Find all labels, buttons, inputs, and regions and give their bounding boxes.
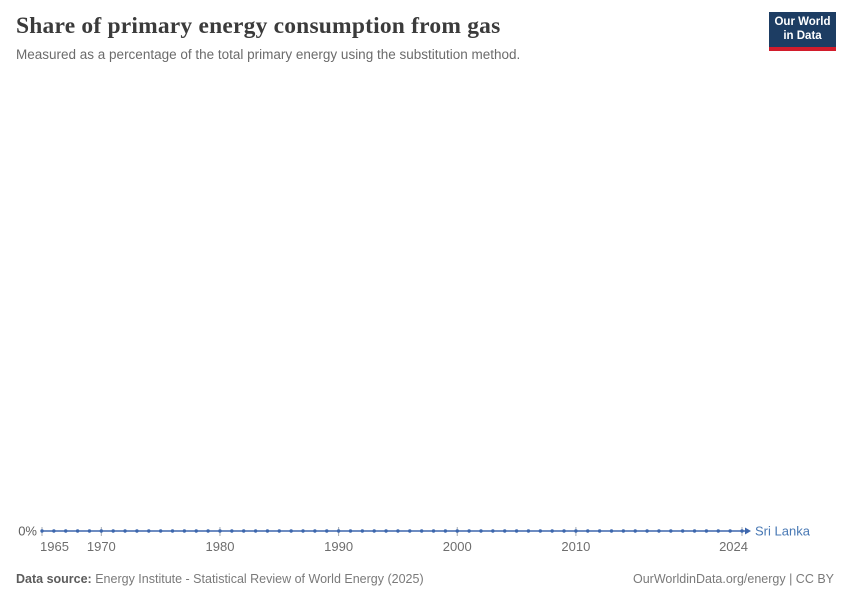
data-point[interactable] — [241, 529, 246, 533]
data-point[interactable] — [135, 529, 139, 533]
data-point[interactable] — [586, 529, 590, 533]
data-point[interactable] — [64, 529, 68, 533]
data-point[interactable] — [75, 529, 80, 533]
data-point[interactable] — [562, 529, 566, 533]
data-point[interactable] — [503, 529, 507, 533]
owid-logo-line2: in Data — [783, 29, 822, 42]
data-point[interactable] — [360, 529, 365, 533]
data-point[interactable] — [123, 529, 127, 533]
data-point[interactable] — [218, 529, 222, 533]
line-end-arrow-icon — [745, 527, 751, 535]
data-point[interactable] — [704, 529, 709, 533]
data-point[interactable] — [431, 529, 436, 533]
data-point[interactable] — [348, 529, 353, 533]
data-point[interactable] — [574, 529, 578, 533]
data-point[interactable] — [633, 529, 637, 533]
data-point[interactable] — [111, 529, 115, 533]
data-point[interactable] — [680, 529, 685, 533]
data-point[interactable] — [479, 529, 483, 533]
x-axis-label: 1980 — [206, 539, 235, 554]
data-point[interactable] — [289, 529, 293, 533]
page-title: Share of primary energy consumption from… — [16, 13, 501, 39]
data-point[interactable] — [728, 529, 732, 533]
data-point[interactable] — [467, 529, 471, 533]
data-point[interactable] — [538, 529, 543, 533]
data-point[interactable] — [491, 529, 495, 533]
data-point[interactable] — [206, 529, 210, 533]
data-point[interactable] — [265, 529, 270, 533]
data-point[interactable] — [419, 529, 424, 533]
owid-logo[interactable]: Our World in Data — [769, 12, 836, 51]
x-axis-label: 1990 — [324, 539, 353, 554]
data-point[interactable] — [609, 529, 614, 533]
data-point[interactable] — [182, 529, 187, 533]
chart-header: Share of primary energy consumption from… — [16, 10, 750, 64]
data-point[interactable] — [40, 529, 44, 533]
datasource-line[interactable]: Data source: Energy Institute - Statisti… — [16, 571, 424, 587]
data-point[interactable] — [396, 529, 400, 533]
data-point[interactable] — [230, 529, 234, 533]
data-point[interactable] — [621, 529, 626, 533]
x-axis-label: 2024 — [719, 539, 748, 554]
chart-footer: Data source: Energy Institute - Statisti… — [16, 571, 834, 587]
datasource-label: Data source: — [16, 572, 92, 586]
data-point[interactable] — [313, 529, 317, 533]
data-point[interactable] — [372, 529, 376, 533]
data-point[interactable] — [384, 529, 388, 533]
data-point[interactable] — [550, 529, 554, 533]
data-point[interactable] — [514, 529, 519, 533]
data-point[interactable] — [301, 529, 305, 533]
data-point[interactable] — [645, 529, 649, 533]
data-point[interactable] — [253, 529, 258, 533]
data-point[interactable] — [716, 529, 720, 533]
x-axis-label: 1970 — [87, 539, 116, 554]
data-point[interactable] — [99, 529, 104, 533]
x-axis-label: 2000 — [443, 539, 472, 554]
data-point[interactable] — [408, 529, 412, 533]
credit-link[interactable]: OurWorldinData.org/energy | CC BY — [632, 572, 834, 586]
y-axis-label: 0% — [18, 524, 37, 539]
line-chart-svg[interactable]: 1965 1970 1980 1990 2000 2010 2024 0% Sri Lanka — [0, 500, 850, 562]
data-point[interactable] — [740, 529, 744, 533]
data-point[interactable] — [170, 529, 175, 533]
data-point[interactable] — [657, 529, 661, 533]
data-point[interactable] — [692, 529, 697, 533]
chart-subtitle: Measured as a percentage of the total pr… — [16, 47, 521, 62]
data-point[interactable] — [526, 529, 531, 533]
data-point[interactable] — [336, 529, 341, 533]
owid-logo-line1: Our World — [774, 16, 831, 28]
data-point[interactable] — [194, 529, 198, 533]
data-point[interactable] — [147, 529, 151, 533]
data-point[interactable] — [277, 529, 281, 533]
x-axis-label: 2010 — [561, 539, 590, 554]
data-point[interactable] — [443, 529, 448, 533]
x-axis-label: 1965 — [40, 539, 69, 554]
data-point[interactable] — [669, 529, 673, 533]
data-point[interactable] — [455, 529, 459, 533]
data-point[interactable] — [158, 529, 163, 533]
line-chart[interactable]: 1965 1970 1980 1990 2000 2010 2024 0% Sri Lanka — [0, 500, 850, 562]
entity-label[interactable]: Sri Lanka — [755, 524, 811, 539]
datasource-text: Energy Institute - Statistical Review of… — [95, 572, 424, 586]
data-point[interactable] — [52, 529, 56, 533]
data-point[interactable] — [325, 529, 329, 533]
data-point[interactable] — [87, 529, 92, 533]
data-point[interactable] — [597, 529, 602, 533]
